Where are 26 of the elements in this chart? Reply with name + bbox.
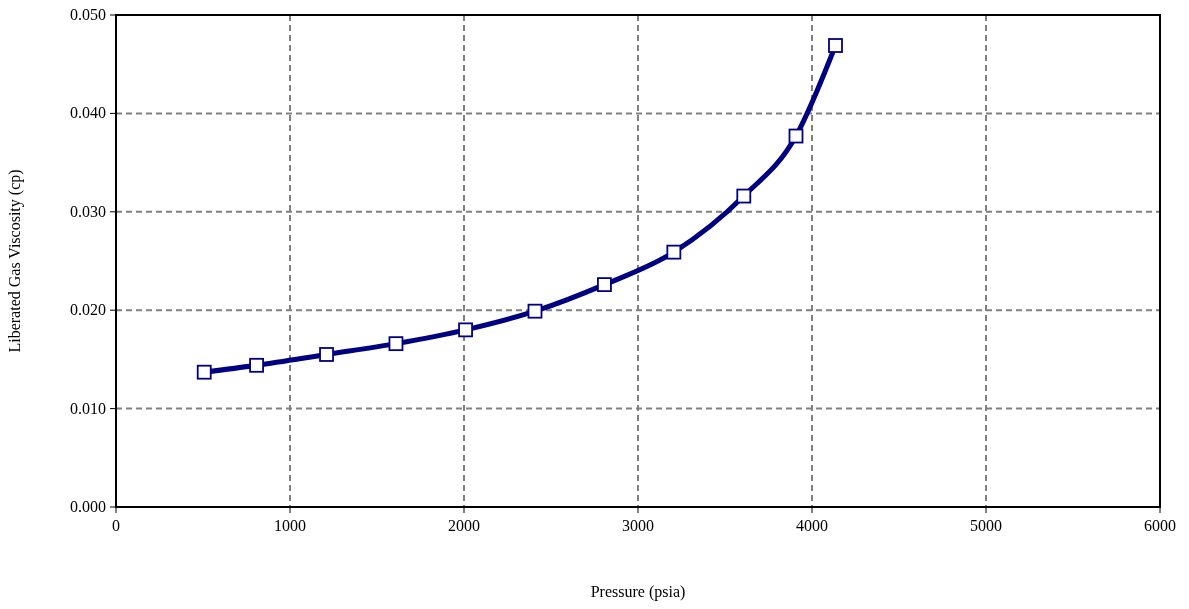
y-tick-label: 0.040 bbox=[70, 104, 106, 122]
point bbox=[666, 244, 682, 260]
x-axis-title: Pressure (psia) bbox=[590, 583, 686, 601]
point bbox=[788, 128, 804, 144]
x-tick-label: 1000 bbox=[274, 517, 306, 534]
y-tick-label: 0.000 bbox=[70, 498, 106, 515]
point bbox=[828, 38, 843, 53]
point bbox=[319, 347, 334, 362]
point bbox=[196, 364, 212, 380]
y-tick-label: 0.030 bbox=[70, 202, 106, 220]
point bbox=[736, 188, 752, 204]
y-tick-label: 0.010 bbox=[70, 399, 106, 417]
point bbox=[597, 277, 612, 293]
x-tick-label: 4000 bbox=[796, 517, 828, 534]
x-tick-label: 5000 bbox=[970, 517, 1002, 534]
point bbox=[249, 357, 264, 373]
x-tick-label: 0 bbox=[112, 517, 120, 534]
x-tick-label: 2000 bbox=[448, 517, 480, 534]
y-axis-title: Liberated Gas Viscosity (cp) bbox=[6, 169, 24, 353]
y-tick-label: 0.050 bbox=[70, 6, 106, 23]
point bbox=[388, 336, 404, 352]
y-tick-label: 0.020 bbox=[70, 301, 106, 319]
point bbox=[527, 303, 543, 319]
x-tick-label: 6000 bbox=[1144, 517, 1176, 534]
x-tick-label: 3000 bbox=[622, 517, 654, 534]
point bbox=[458, 322, 473, 338]
